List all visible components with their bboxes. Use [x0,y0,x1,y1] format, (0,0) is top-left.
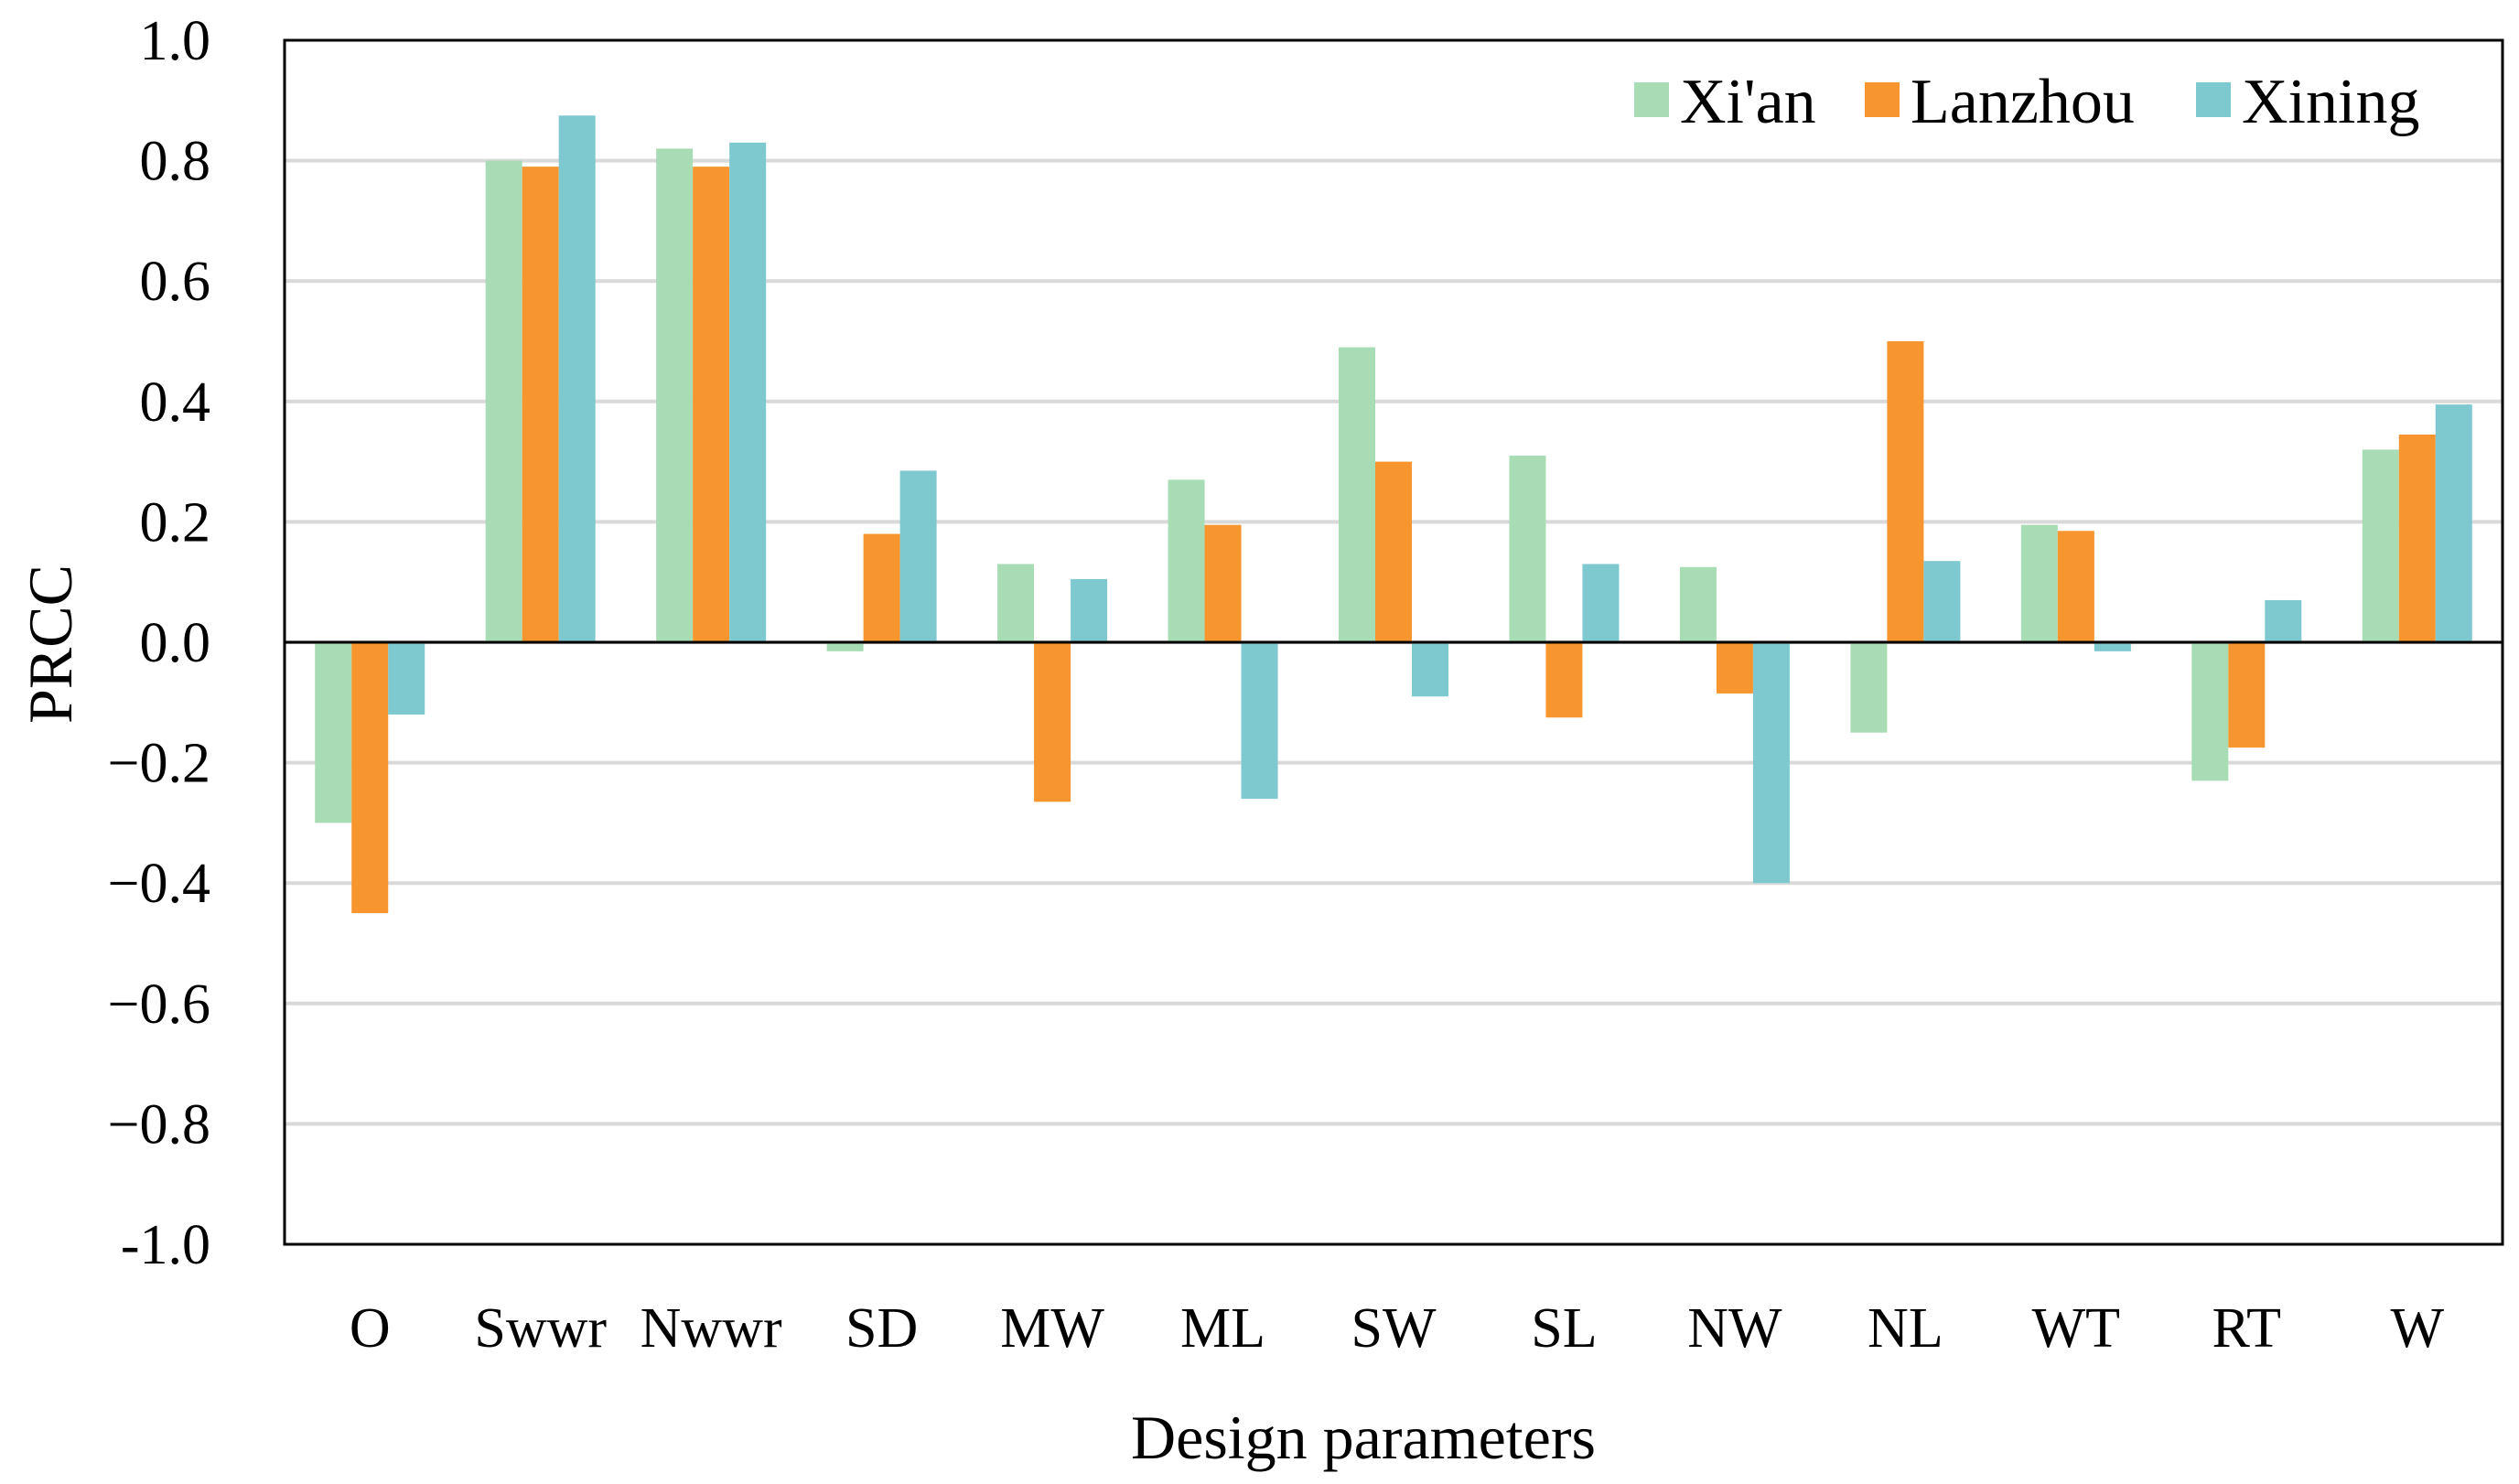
gridlines [285,158,2503,1126]
bar-sw-xian [1339,347,1375,642]
y-tick-label: −0.4 [108,853,210,915]
bar-sl-xining [1582,564,1620,642]
x-tick-label: Nwwr [641,1297,782,1360]
bar-nl-lanzhou [1887,341,1924,642]
y-axis-title: PRCC [16,565,85,724]
bar-w-xian [2362,449,2399,642]
bar-nl-xining [1923,561,1961,642]
bar-nw-lanzhou [1716,642,1753,694]
x-tick-label: RT [2212,1297,2282,1360]
bar-wt-xining [2094,642,2131,651]
legend-label: Xining [2242,67,2419,137]
plot-area-frame [283,38,2504,1246]
bar-sl-xian [1509,456,1546,642]
x-tick-label: W [2391,1297,2445,1360]
bar-swwr-xining [558,115,596,642]
bar-wt-lanzhou [2057,531,2094,642]
bar-sd-lanzhou [863,533,900,642]
y-tick-label: 0.8 [140,131,211,193]
bar-rt-xian [2191,642,2229,781]
bar-rt-xining [2265,599,2302,642]
x-tick-label: MW [1000,1297,1104,1360]
y-tick-label: -1.0 [121,1214,210,1276]
y-tick-label: 1.0 [140,10,211,72]
x-tick-label: ML [1180,1297,1265,1360]
bar-nwwr-xian [656,148,694,642]
y-tick-label: −0.8 [108,1093,210,1156]
bar-nw-xian [1679,566,1717,642]
x-tick-label: SL [1531,1297,1597,1360]
bar-sw-lanzhou [1375,461,1412,642]
legend-label: Xi'an [1680,67,1816,137]
bar-nwwr-xining [729,142,767,643]
bar-nwwr-lanzhou [693,167,730,642]
bar-ml-xian [1168,479,1205,642]
bar-swwr-xian [485,160,522,643]
bar-rt-lanzhou [2228,642,2266,748]
bar-nw-xining [1752,642,1790,884]
x-tick-label: SW [1351,1297,1437,1360]
x-tick-label: O [350,1297,391,1360]
y-tick-label: −0.2 [108,733,210,795]
x-tick-label: Swwr [474,1297,607,1360]
bar-sd-xining [899,470,937,642]
x-tick-label: WT [2032,1297,2120,1360]
bar-nl-xian [1850,642,1888,733]
x-axis-tick-labels: O Swwr Nwwr SD MW ML SW SL NW NL WT RT W [350,1297,2445,1360]
legend: Xi'an Lanzhou Xining [1634,67,2419,137]
bar-o-xian [315,642,352,823]
y-tick-label: 0.4 [140,371,211,434]
bar-mw-lanzhou [1034,642,1071,802]
bar-sl-lanzhou [1545,642,1583,718]
bars [285,115,2503,914]
y-tick-label: 0.6 [140,251,211,313]
bar-w-lanzhou [2398,434,2436,642]
bar-sd-xian [826,642,864,651]
x-tick-label: NW [1687,1297,1782,1360]
y-tick-label: −0.6 [108,973,210,1036]
bar-o-xining [388,642,425,715]
legend-swatch-xining [2196,82,2231,117]
bar-o-lanzhou [351,642,389,914]
bar-wt-xian [2020,524,2058,642]
bar-ml-xining [1241,642,1278,800]
legend-swatch-lanzhou [1865,82,1900,117]
y-tick-label: 0.0 [140,612,211,674]
bar-sw-xining [1412,642,1448,697]
y-tick-label: 0.2 [140,491,211,554]
x-axis-title: Design parameters [1131,1403,1596,1472]
bar-ml-lanzhou [1204,524,1242,642]
y-axis-tick-labels: 1.0 0.8 0.6 0.4 0.2 0.0 −0.2 −0.4 −0.6 −0.8 -1.0 [108,10,210,1276]
bar-mw-xining [1071,578,1108,642]
legend-swatch-xian [1634,82,1669,117]
x-tick-label: SD [845,1297,918,1360]
bar-mw-xian [997,564,1035,642]
bar-w-xining [2435,404,2472,642]
legend-label: Lanzhou [1911,67,2135,137]
bar-swwr-lanzhou [522,167,559,642]
x-tick-label: NL [1868,1297,1943,1360]
